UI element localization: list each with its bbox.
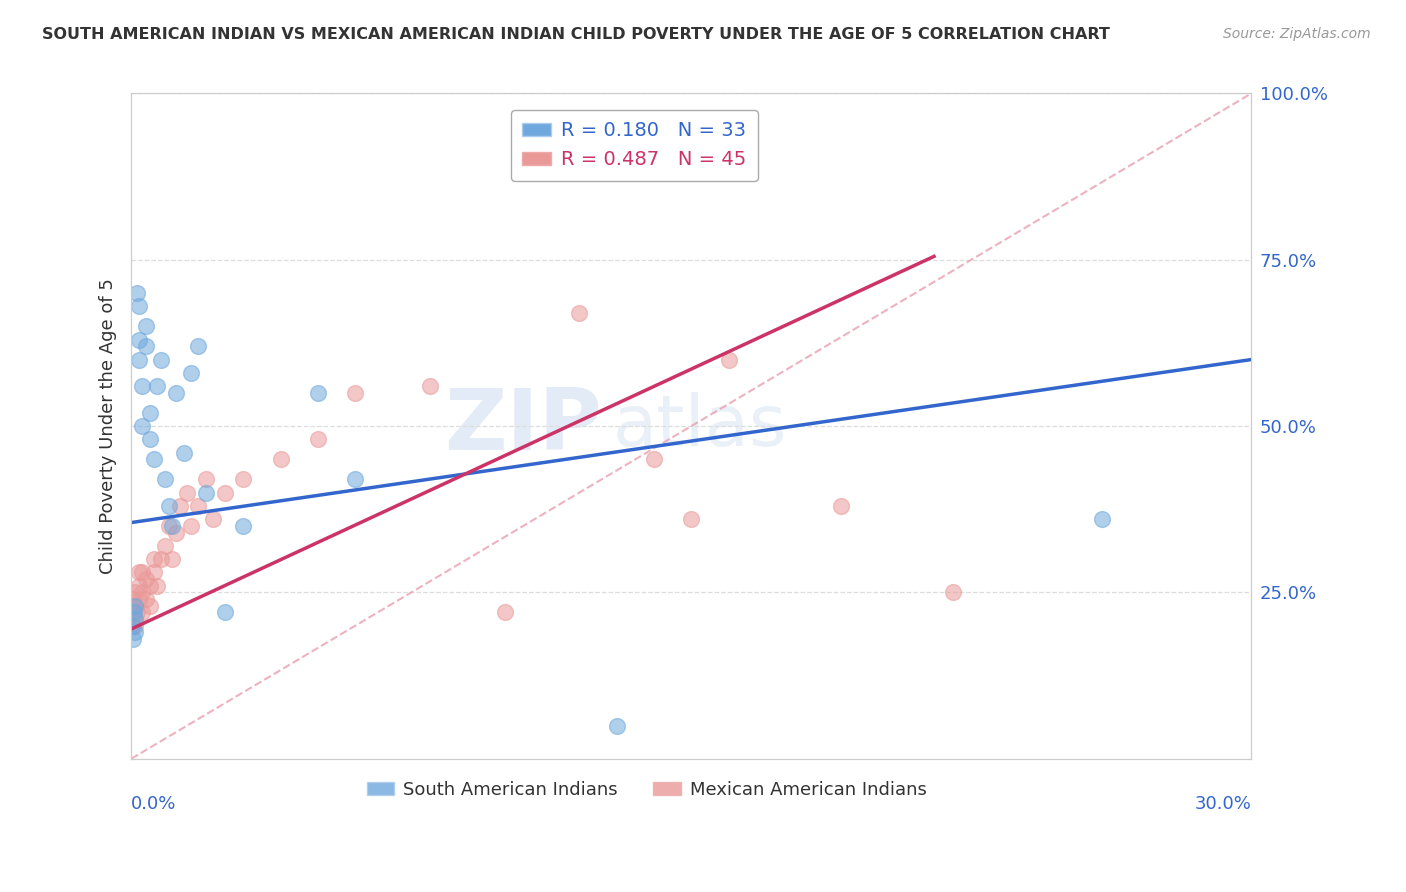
Point — [157, 499, 180, 513]
Point — [122, 592, 145, 607]
Point — [122, 632, 145, 646]
Point — [232, 472, 254, 486]
Text: SOUTH AMERICAN INDIAN VS MEXICAN AMERICAN INDIAN CHILD POVERTY UNDER THE AGE OF : SOUTH AMERICAN INDIAN VS MEXICAN AMERICA… — [42, 27, 1111, 42]
Point — [165, 385, 187, 400]
Point — [146, 379, 169, 393]
Point — [187, 499, 209, 513]
Point — [128, 579, 150, 593]
Point — [568, 306, 591, 320]
Y-axis label: Child Poverty Under the Age of 5: Child Poverty Under the Age of 5 — [100, 278, 117, 574]
Point — [124, 599, 146, 613]
Point — [125, 285, 148, 300]
Point — [131, 566, 153, 580]
Point — [494, 606, 516, 620]
Point — [131, 585, 153, 599]
Point — [681, 512, 703, 526]
Point — [1091, 512, 1114, 526]
Point — [830, 499, 852, 513]
Point — [128, 352, 150, 367]
Point — [139, 433, 162, 447]
Point — [187, 339, 209, 353]
Point — [157, 519, 180, 533]
Point — [124, 618, 146, 632]
Point — [146, 579, 169, 593]
Point — [214, 485, 236, 500]
Point — [124, 585, 146, 599]
Point — [131, 606, 153, 620]
Point — [139, 406, 162, 420]
Point — [344, 385, 367, 400]
Point — [717, 352, 740, 367]
Point — [307, 385, 329, 400]
Point — [131, 419, 153, 434]
Point — [202, 512, 225, 526]
Point — [153, 539, 176, 553]
Point — [942, 585, 965, 599]
Point — [121, 618, 143, 632]
Point — [135, 319, 157, 334]
Point — [419, 379, 441, 393]
Point — [344, 472, 367, 486]
Point — [122, 618, 145, 632]
Point — [124, 625, 146, 640]
Point — [150, 352, 173, 367]
Point — [122, 612, 145, 626]
Text: ZIP: ZIP — [444, 384, 602, 467]
Point — [142, 552, 165, 566]
Point — [139, 599, 162, 613]
Point — [142, 566, 165, 580]
Point — [176, 485, 198, 500]
Point — [128, 592, 150, 607]
Point — [606, 718, 628, 732]
Point — [122, 606, 145, 620]
Point — [180, 519, 202, 533]
Point — [194, 472, 217, 486]
Point — [162, 519, 184, 533]
Point — [128, 566, 150, 580]
Point — [180, 366, 202, 380]
Point — [162, 552, 184, 566]
Point — [214, 606, 236, 620]
Point — [169, 499, 191, 513]
Point — [194, 485, 217, 500]
Point — [173, 445, 195, 459]
Text: atlas: atlas — [613, 392, 787, 460]
Text: 30.0%: 30.0% — [1195, 796, 1251, 814]
Point — [153, 472, 176, 486]
Point — [122, 606, 145, 620]
Point — [232, 519, 254, 533]
Point — [135, 339, 157, 353]
Point — [128, 299, 150, 313]
Text: 0.0%: 0.0% — [131, 796, 177, 814]
Point — [165, 525, 187, 540]
Point — [150, 552, 173, 566]
Point — [125, 606, 148, 620]
Point — [270, 452, 292, 467]
Point — [135, 572, 157, 586]
Point — [124, 612, 146, 626]
Legend: South American Indians, Mexican American Indians: South American Indians, Mexican American… — [360, 774, 934, 806]
Point — [307, 433, 329, 447]
Point — [124, 599, 146, 613]
Text: Source: ZipAtlas.com: Source: ZipAtlas.com — [1223, 27, 1371, 41]
Point — [135, 592, 157, 607]
Point — [128, 333, 150, 347]
Point — [643, 452, 665, 467]
Point — [131, 379, 153, 393]
Point — [142, 452, 165, 467]
Point — [139, 579, 162, 593]
